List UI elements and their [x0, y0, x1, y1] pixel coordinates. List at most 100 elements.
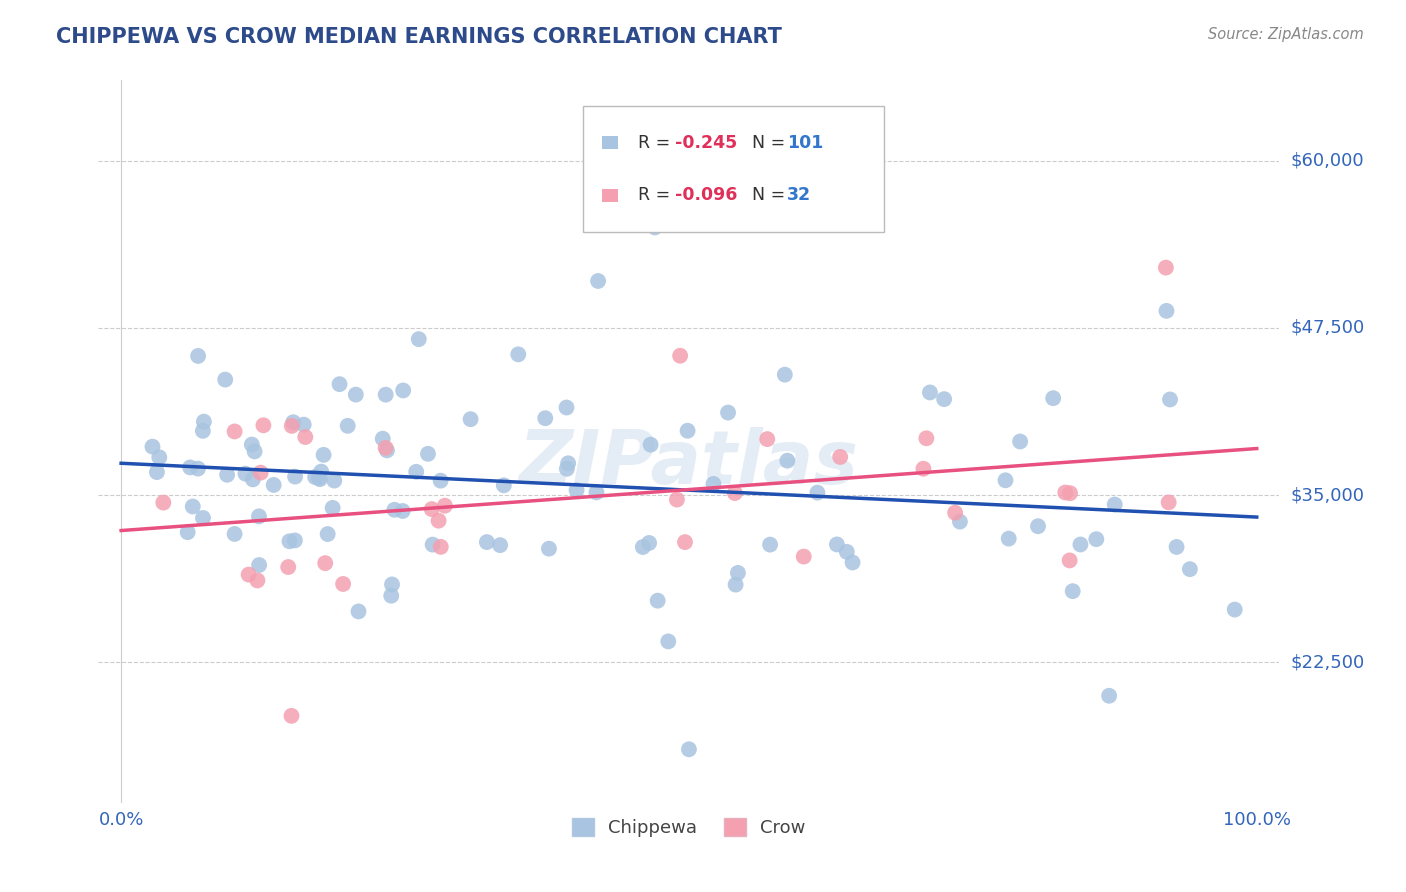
Point	[1166, 540, 1188, 554]
Text: -0.245: -0.245	[675, 134, 737, 152]
Point	[918, 385, 941, 400]
Point	[284, 533, 307, 548]
Point	[405, 465, 427, 479]
Point	[1098, 689, 1121, 703]
Point	[1010, 434, 1032, 449]
Point	[371, 432, 394, 446]
Point	[669, 349, 692, 363]
Point	[249, 466, 271, 480]
Point	[238, 567, 260, 582]
Text: Source: ZipAtlas.com: Source: ZipAtlas.com	[1208, 27, 1364, 42]
Point	[673, 535, 696, 549]
Point	[381, 577, 404, 591]
Point	[252, 418, 274, 433]
Point	[191, 511, 214, 525]
Point	[309, 465, 332, 479]
Point	[328, 377, 350, 392]
Point	[932, 392, 955, 406]
Point	[489, 538, 512, 552]
Point	[585, 485, 607, 500]
Point	[284, 469, 307, 483]
Point	[1159, 392, 1181, 407]
Legend: Chippewa, Crow: Chippewa, Crow	[565, 811, 813, 845]
Text: N =: N =	[752, 134, 790, 152]
Point	[392, 384, 415, 398]
Point	[460, 412, 482, 426]
Point	[429, 474, 451, 488]
Point	[193, 415, 215, 429]
Point	[294, 430, 316, 444]
Point	[408, 332, 430, 346]
Point	[391, 504, 413, 518]
Point	[640, 438, 662, 452]
Point	[146, 465, 169, 479]
Point	[1178, 562, 1201, 576]
Point	[1104, 498, 1126, 512]
Point	[380, 589, 402, 603]
Point	[835, 545, 858, 559]
Point	[374, 387, 396, 401]
Point	[375, 443, 398, 458]
Point	[176, 525, 198, 540]
Point	[1059, 553, 1081, 567]
Point	[314, 556, 336, 570]
Point	[557, 456, 579, 470]
Point	[214, 373, 236, 387]
Point	[280, 708, 302, 723]
Text: $47,500: $47,500	[1291, 318, 1365, 337]
FancyBboxPatch shape	[602, 136, 619, 149]
Point	[427, 514, 450, 528]
Point	[717, 406, 740, 420]
Point	[565, 483, 588, 498]
Point	[1085, 532, 1108, 546]
Point	[912, 461, 935, 475]
Point	[344, 387, 367, 401]
Point	[759, 538, 782, 552]
FancyBboxPatch shape	[582, 105, 884, 232]
Point	[304, 470, 326, 484]
Point	[1026, 519, 1049, 533]
Point	[187, 349, 209, 363]
Point	[224, 425, 246, 439]
Point	[247, 558, 270, 572]
Point	[825, 537, 848, 551]
Point	[1223, 602, 1246, 616]
Point	[263, 478, 285, 492]
Text: R =: R =	[638, 186, 676, 204]
Point	[1069, 537, 1091, 551]
Point	[1042, 391, 1064, 405]
Point	[278, 534, 301, 549]
Point	[678, 742, 700, 756]
Point	[292, 417, 315, 432]
Point	[235, 467, 257, 481]
Text: CHIPPEWA VS CROW MEDIAN EARNINGS CORRELATION CHART: CHIPPEWA VS CROW MEDIAN EARNINGS CORRELA…	[56, 27, 782, 46]
Point	[1059, 486, 1081, 500]
Point	[242, 472, 264, 486]
Point	[555, 401, 578, 415]
Point	[283, 415, 305, 429]
Point	[374, 441, 396, 455]
Point	[1156, 304, 1178, 318]
Point	[179, 460, 201, 475]
Text: 32: 32	[787, 186, 811, 204]
Point	[724, 486, 747, 500]
Point	[187, 461, 209, 475]
Point	[323, 474, 346, 488]
Point	[384, 502, 406, 516]
Point	[915, 431, 938, 445]
Text: 101: 101	[787, 134, 824, 152]
Point	[247, 509, 270, 524]
Point	[830, 450, 852, 464]
Point	[508, 347, 530, 361]
Point	[224, 527, 246, 541]
Point	[492, 478, 515, 492]
Text: $60,000: $60,000	[1291, 152, 1364, 169]
Point	[776, 453, 799, 467]
Point	[308, 471, 330, 485]
Text: $35,000: $35,000	[1291, 486, 1365, 504]
Text: R =: R =	[638, 134, 676, 152]
Point	[638, 536, 661, 550]
Point	[475, 535, 498, 549]
Point	[181, 500, 204, 514]
Point	[243, 444, 266, 458]
